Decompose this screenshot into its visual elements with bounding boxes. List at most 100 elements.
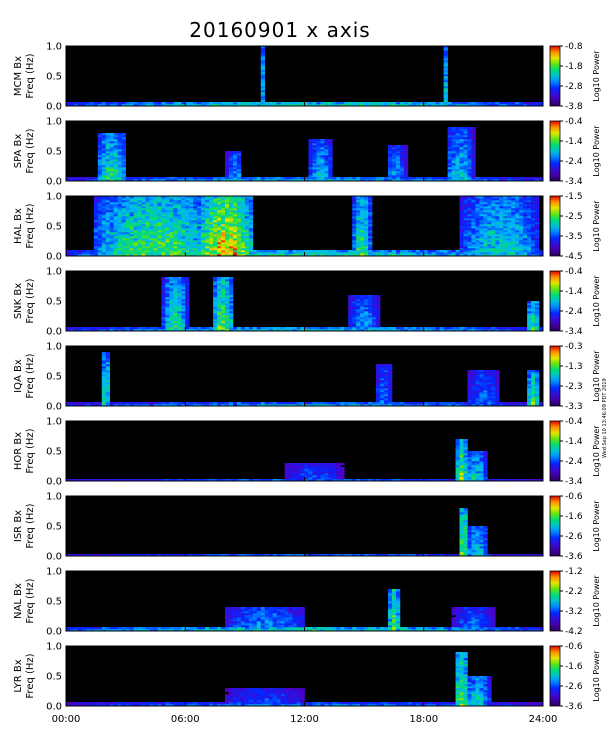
spectrogram-cell bbox=[288, 467, 293, 470]
spectrogram-cell bbox=[181, 315, 186, 318]
y-tick-label: 0.5 bbox=[46, 222, 62, 233]
spectrogram-cell bbox=[177, 277, 182, 280]
spectrogram-cell bbox=[352, 240, 357, 243]
spectrogram-cell bbox=[308, 402, 313, 405]
spectrogram-cell bbox=[181, 402, 186, 405]
spectrogram-cell bbox=[443, 98, 448, 101]
spectrogram-cell bbox=[487, 236, 492, 239]
spectrogram-cell bbox=[503, 212, 508, 215]
spectrogram-cell bbox=[209, 242, 214, 245]
spectrogram-cell bbox=[225, 102, 230, 105]
spectrogram-cell bbox=[145, 230, 150, 233]
spectrogram-cell bbox=[483, 250, 488, 253]
spectrogram-cell bbox=[447, 165, 452, 168]
spectrogram-cell bbox=[121, 226, 126, 229]
spectrogram-cell bbox=[300, 471, 305, 474]
spectrogram-cell bbox=[141, 402, 146, 405]
spectrogram-cell bbox=[101, 149, 107, 152]
spectrogram-cell bbox=[483, 238, 488, 241]
spectrogram-cell bbox=[105, 390, 111, 393]
spectrogram-cell bbox=[300, 467, 305, 470]
spectrogram-cell bbox=[348, 104, 353, 107]
spectrogram-cell bbox=[471, 137, 476, 140]
spectrogram-cell bbox=[197, 226, 202, 229]
spectrogram-cell bbox=[69, 177, 75, 180]
spectrogram-cell bbox=[447, 159, 452, 162]
spectrogram-cell bbox=[503, 246, 508, 249]
spectrogram-cell bbox=[173, 224, 178, 227]
spectrogram-cell bbox=[431, 179, 436, 182]
spectrogram-cell bbox=[213, 311, 218, 314]
spectrogram-cell bbox=[185, 291, 190, 294]
spectrogram-cell bbox=[320, 147, 325, 150]
spectrogram-cell bbox=[455, 171, 460, 174]
spectrogram-cell bbox=[161, 325, 166, 328]
spectrogram-cell bbox=[232, 216, 238, 219]
spectrogram-cell bbox=[161, 404, 166, 407]
spectrogram-cell bbox=[312, 465, 317, 468]
spectrogram-cell bbox=[352, 214, 357, 217]
spectrogram-cell bbox=[364, 177, 369, 180]
spectrogram-cell bbox=[145, 238, 150, 241]
spectrogram-cell bbox=[244, 196, 250, 199]
spectrogram-cell bbox=[225, 307, 230, 310]
spectrogram-cell bbox=[117, 167, 122, 170]
spectrogram-cell bbox=[312, 104, 317, 107]
spectrogram-cell bbox=[189, 210, 194, 213]
spectrogram-cell bbox=[487, 390, 492, 393]
spectrogram-cell bbox=[177, 281, 182, 284]
spectrogram-cell bbox=[260, 46, 266, 49]
spectrogram-cell bbox=[447, 151, 452, 154]
spectrogram-cell bbox=[189, 179, 194, 182]
spectrogram-cell bbox=[535, 382, 540, 385]
spectrogram-cell bbox=[165, 214, 170, 217]
spectrogram-cell bbox=[117, 216, 122, 219]
spectrogram-cell bbox=[328, 157, 333, 160]
spectrogram-cell bbox=[217, 283, 222, 286]
spectrogram-cell bbox=[105, 143, 111, 146]
spectrogram-cell bbox=[491, 384, 496, 387]
spectrogram-cell bbox=[153, 218, 158, 221]
spectrogram-cell bbox=[495, 398, 500, 401]
spectrogram-cell bbox=[531, 390, 536, 393]
spectrogram-cell bbox=[197, 240, 202, 243]
spectrogram-cell bbox=[487, 228, 492, 231]
spectrogram-cell bbox=[324, 254, 329, 257]
spectrogram-cell bbox=[177, 329, 182, 332]
spectrogram-cell bbox=[483, 254, 488, 257]
spectrogram-cell bbox=[455, 147, 460, 150]
spectrogram-cell bbox=[527, 254, 532, 257]
spectrogram-cell bbox=[169, 323, 174, 326]
spectrogram-cell bbox=[133, 228, 138, 231]
spectrogram-cell bbox=[308, 179, 313, 182]
spectrogram-cell bbox=[236, 238, 242, 241]
spectrogram-cell bbox=[129, 206, 134, 209]
spectrogram-cell bbox=[288, 475, 293, 478]
spectrogram-cell bbox=[260, 96, 266, 99]
spectrogram-cell bbox=[141, 177, 146, 180]
spectrogram-cell bbox=[165, 307, 170, 310]
spectrogram-cell bbox=[535, 380, 540, 383]
spectrogram-cell bbox=[491, 206, 496, 209]
spectrogram-cell bbox=[185, 238, 190, 241]
spectrogram-cell bbox=[169, 479, 174, 482]
spectrogram-cell bbox=[181, 246, 186, 249]
spectrogram-cell bbox=[455, 449, 460, 452]
spectrogram-cell bbox=[435, 250, 440, 253]
spectrogram-cell bbox=[280, 177, 285, 180]
spectrogram-cell bbox=[487, 246, 492, 249]
spectrogram-cell bbox=[368, 216, 373, 219]
spectrogram-cell bbox=[467, 169, 472, 172]
spectrogram-cell bbox=[97, 204, 103, 207]
spectrogram-cell bbox=[443, 72, 448, 75]
spectrogram-cell bbox=[232, 224, 238, 227]
spectrogram-cell bbox=[93, 244, 99, 247]
spectrogram-cell bbox=[153, 250, 158, 253]
spectrogram-cell bbox=[173, 479, 178, 482]
spectrogram-cell bbox=[232, 104, 238, 107]
spectrogram-cell bbox=[177, 323, 182, 326]
spectrogram-cell bbox=[133, 327, 138, 330]
spectrogram-cell bbox=[101, 400, 107, 403]
spectrogram-cell bbox=[391, 165, 397, 168]
spectrogram-cell bbox=[101, 177, 107, 180]
